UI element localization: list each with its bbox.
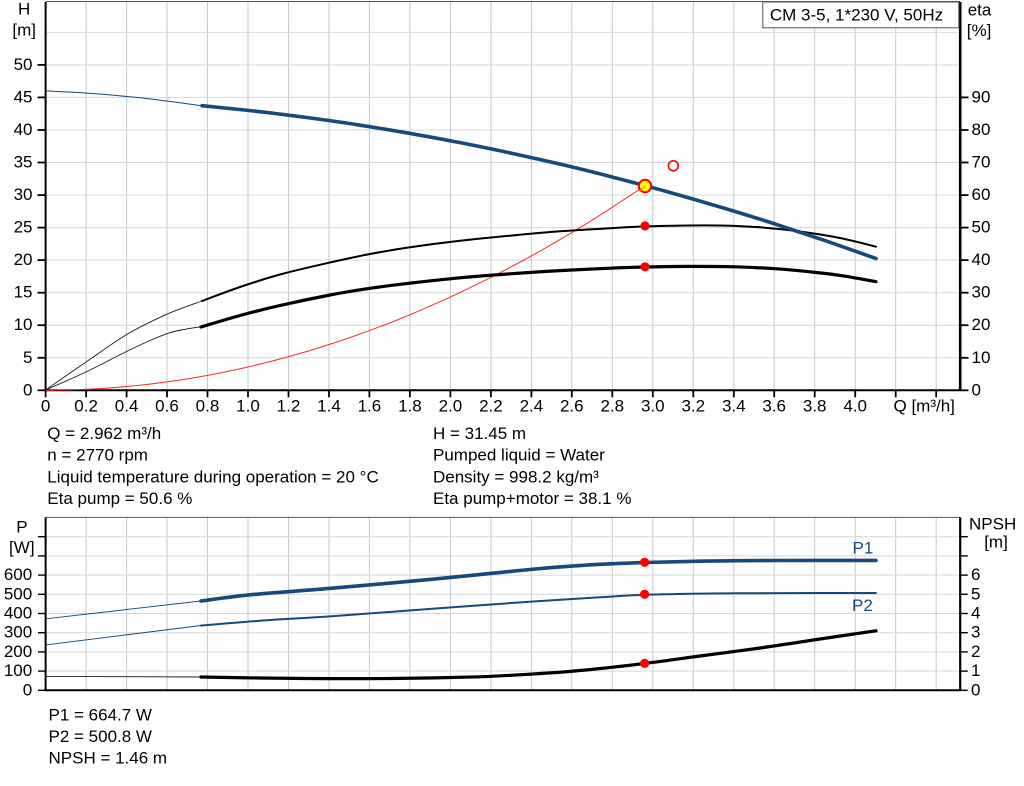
svg-text:50: 50 (14, 55, 33, 74)
svg-text:3.6: 3.6 (762, 397, 786, 416)
svg-text:5: 5 (23, 348, 32, 367)
svg-text:Density = 998.2 kg/m³: Density = 998.2 kg/m³ (433, 467, 599, 486)
svg-text:500: 500 (4, 584, 32, 603)
svg-text:15: 15 (14, 283, 33, 302)
svg-text:3: 3 (971, 623, 980, 642)
svg-text:600: 600 (4, 565, 32, 584)
svg-text:10: 10 (14, 315, 33, 334)
svg-text:1.8: 1.8 (398, 397, 422, 416)
svg-text:0: 0 (41, 397, 50, 416)
svg-text:400: 400 (4, 604, 32, 623)
svg-text:2.0: 2.0 (439, 397, 463, 416)
svg-text:35: 35 (14, 153, 33, 172)
svg-text:25: 25 (14, 218, 33, 237)
svg-text:P1: P1 (853, 539, 874, 558)
svg-text:4: 4 (971, 604, 980, 623)
svg-text:2.4: 2.4 (520, 397, 544, 416)
svg-text:70: 70 (972, 153, 991, 172)
svg-text:30: 30 (972, 283, 991, 302)
svg-text:2.2: 2.2 (479, 397, 503, 416)
svg-text:eta: eta (968, 0, 992, 19)
svg-text:1: 1 (971, 661, 980, 680)
svg-text:0: 0 (23, 380, 32, 399)
svg-text:2.8: 2.8 (600, 397, 624, 416)
svg-text:4.0: 4.0 (843, 397, 867, 416)
svg-text:3.0: 3.0 (641, 397, 665, 416)
svg-text:3.4: 3.4 (722, 397, 746, 416)
svg-text:0: 0 (971, 680, 980, 699)
svg-text:3.2: 3.2 (681, 397, 705, 416)
svg-text:Eta pump+motor = 38.1 %: Eta pump+motor = 38.1 % (433, 489, 631, 508)
svg-text:0.8: 0.8 (196, 397, 220, 416)
svg-text:[m]: [m] (12, 20, 36, 39)
svg-text:20: 20 (14, 250, 33, 269)
svg-text:60: 60 (972, 185, 991, 204)
svg-text:2.6: 2.6 (560, 397, 584, 416)
svg-text:[m]: [m] (984, 533, 1008, 552)
svg-text:0: 0 (972, 380, 981, 399)
svg-text:0: 0 (23, 680, 32, 699)
svg-text:1.2: 1.2 (277, 397, 301, 416)
svg-text:Q [m³/h]: Q [m³/h] (894, 397, 955, 416)
svg-text:6: 6 (971, 565, 980, 584)
svg-text:NPSH = 1.46 m: NPSH = 1.46 m (49, 749, 168, 768)
svg-text:P: P (16, 518, 27, 537)
svg-text:Eta pump = 50.6 %: Eta pump = 50.6 % (47, 489, 192, 508)
svg-text:Pumped liquid = Water: Pumped liquid = Water (433, 446, 605, 465)
svg-text:H = 31.45 m: H = 31.45 m (433, 424, 526, 443)
svg-text:[%]: [%] (967, 21, 992, 40)
svg-text:P2 = 500.8 W: P2 = 500.8 W (49, 727, 152, 746)
svg-text:200: 200 (4, 642, 32, 661)
svg-text:300: 300 (4, 623, 32, 642)
svg-text:40: 40 (14, 120, 33, 139)
svg-text:100: 100 (4, 661, 32, 680)
svg-text:1.6: 1.6 (358, 397, 382, 416)
svg-text:0.6: 0.6 (155, 397, 179, 416)
svg-text:Liquid temperature during oper: Liquid temperature during operation = 20… (47, 467, 378, 486)
svg-text:90: 90 (972, 87, 991, 106)
svg-text:1.0: 1.0 (236, 397, 260, 416)
svg-text:30: 30 (14, 185, 33, 204)
svg-text:H: H (18, 0, 30, 19)
svg-text:80: 80 (972, 120, 991, 139)
svg-text:2: 2 (971, 642, 980, 661)
svg-text:45: 45 (14, 87, 33, 106)
svg-text:Q = 2.962 m³/h: Q = 2.962 m³/h (47, 424, 161, 443)
svg-text:50: 50 (972, 218, 991, 237)
svg-text:P2: P2 (852, 596, 873, 615)
svg-text:[W]: [W] (9, 538, 35, 557)
svg-text:n = 2770 rpm: n = 2770 rpm (47, 446, 148, 465)
svg-text:20: 20 (972, 315, 991, 334)
svg-text:NPSH: NPSH (969, 514, 1016, 533)
svg-text:3.8: 3.8 (803, 397, 827, 416)
svg-text:5: 5 (971, 584, 980, 603)
svg-text:0.4: 0.4 (115, 397, 139, 416)
svg-text:10: 10 (972, 348, 991, 367)
svg-text:CM 3-5, 1*230 V, 50Hz: CM 3-5, 1*230 V, 50Hz (770, 5, 943, 24)
svg-text:40: 40 (972, 250, 991, 269)
svg-text:0.2: 0.2 (74, 397, 98, 416)
svg-text:1.4: 1.4 (317, 397, 341, 416)
svg-text:P1 = 664.7 W: P1 = 664.7 W (49, 705, 152, 724)
